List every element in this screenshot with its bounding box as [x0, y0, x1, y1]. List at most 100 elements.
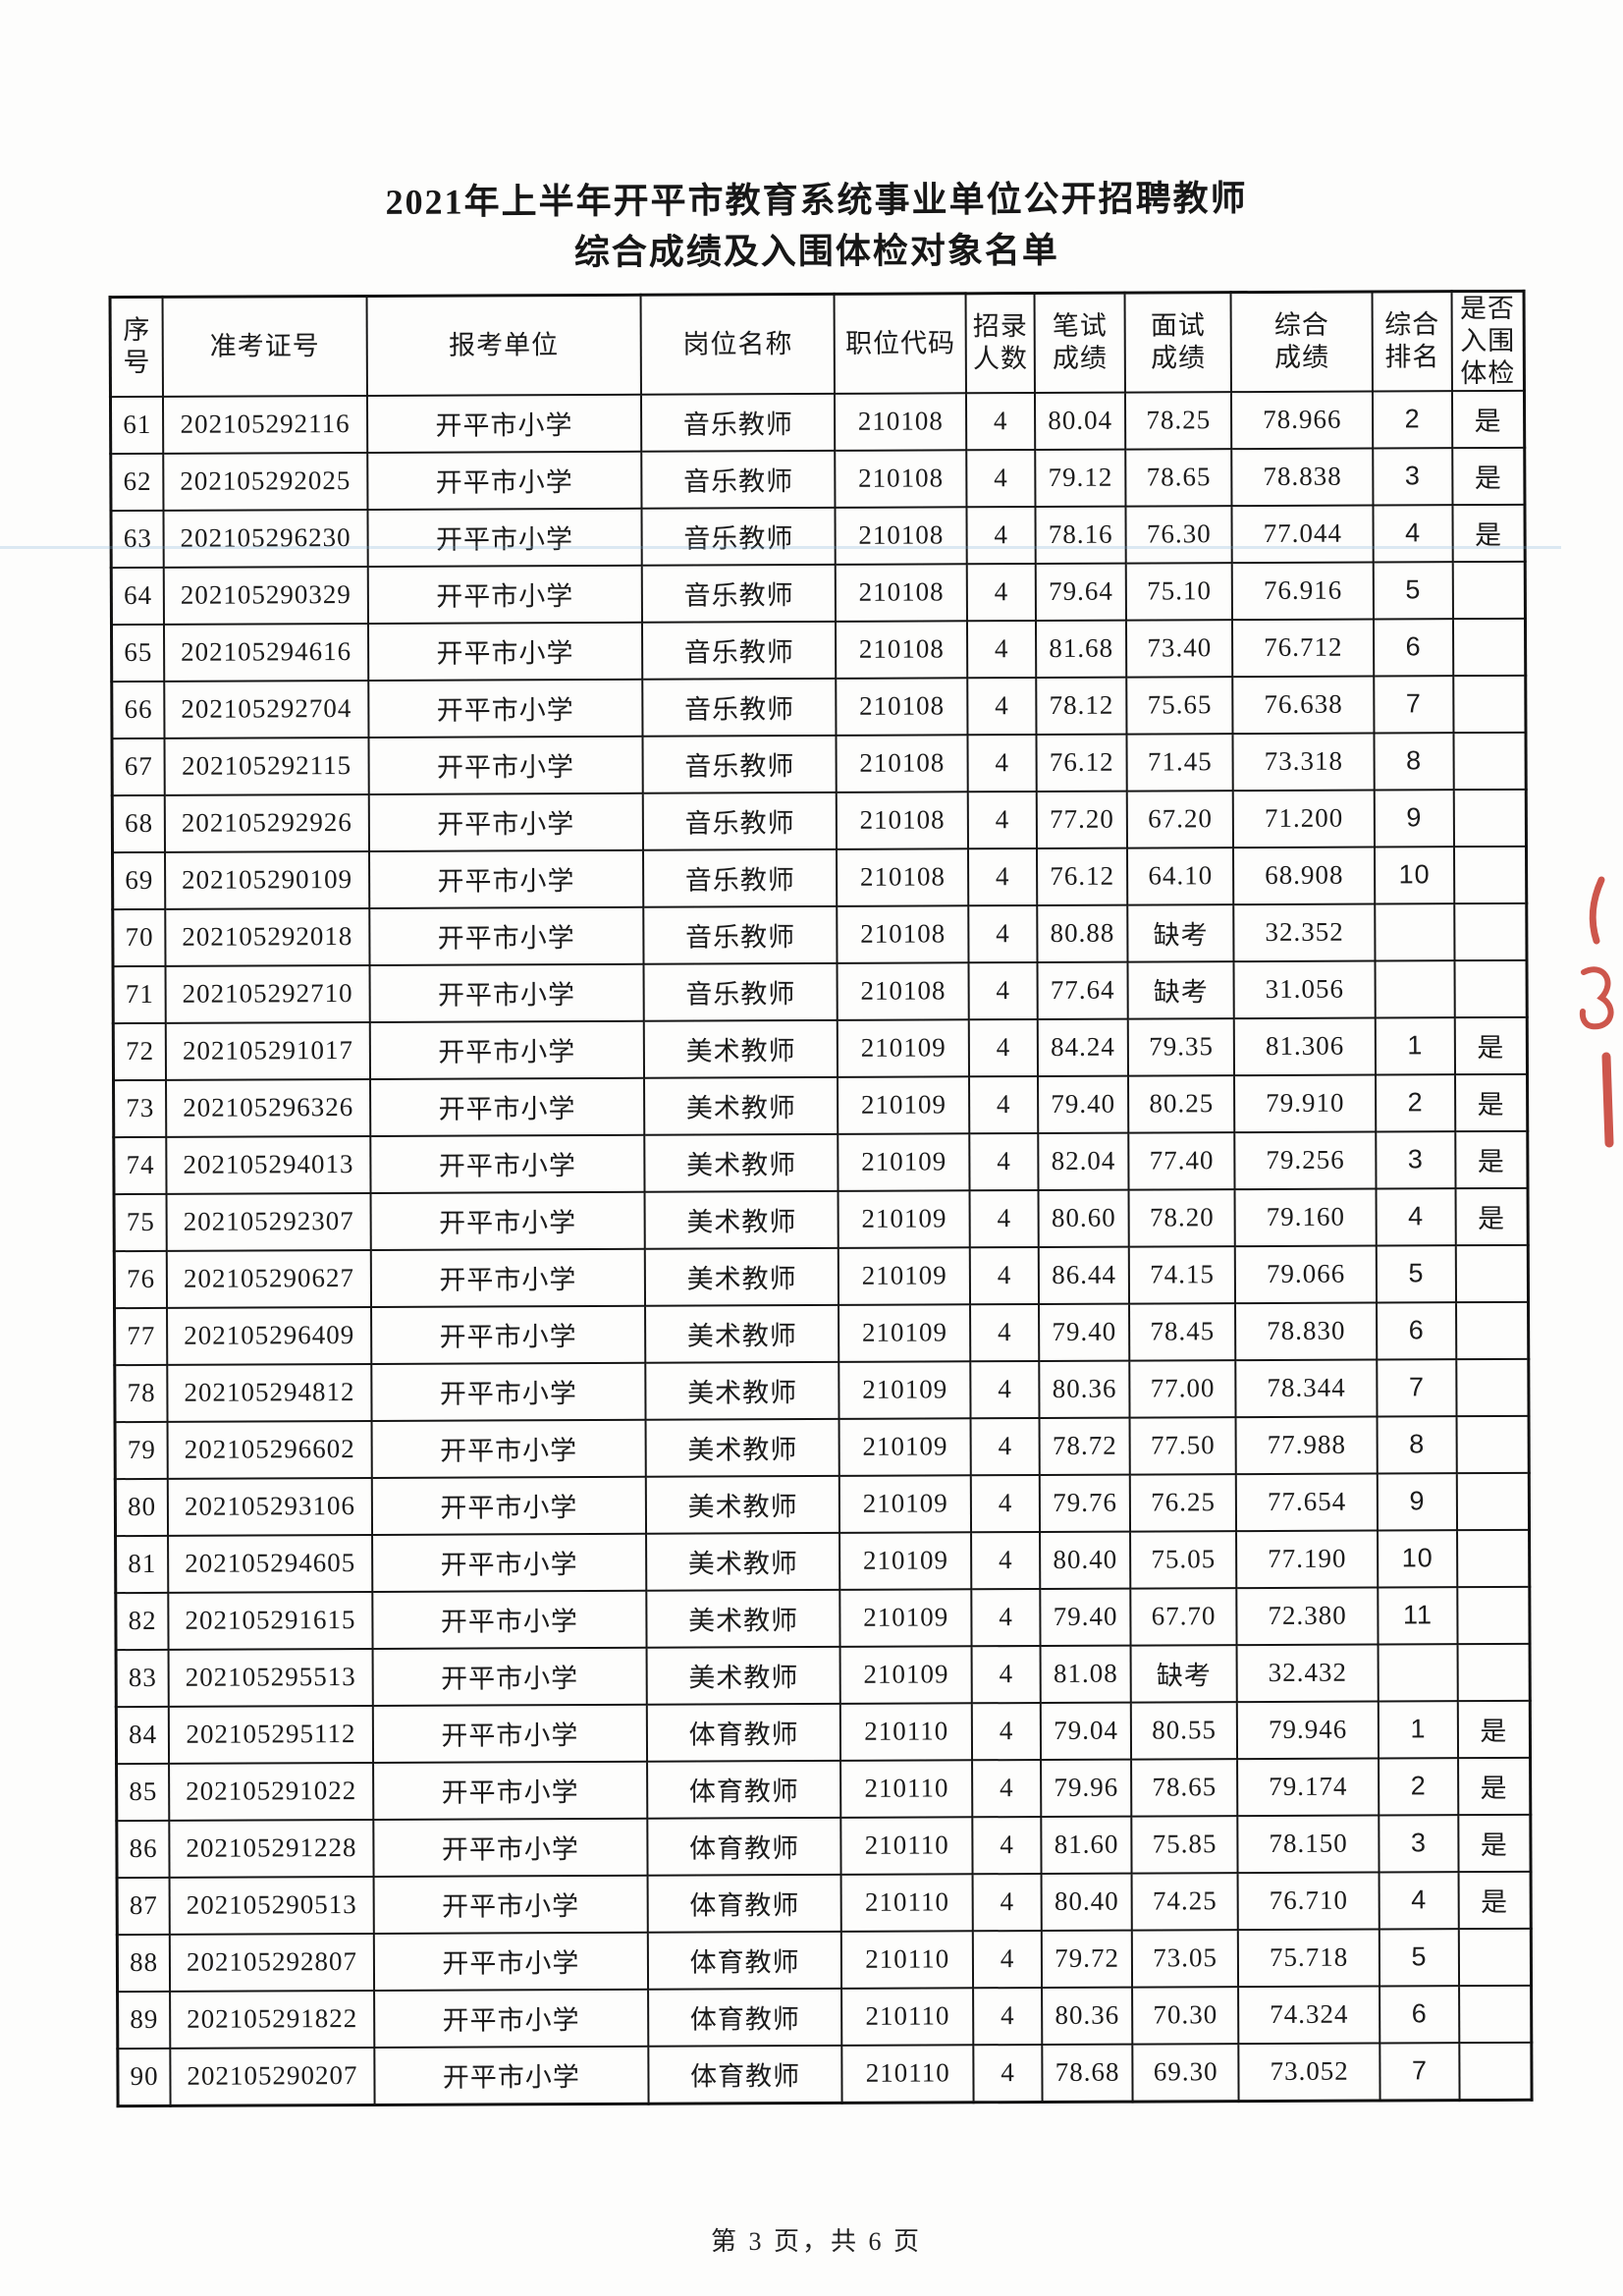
cell-quota: 4: [972, 1873, 1042, 1932]
cell-rank: 8: [1374, 732, 1454, 791]
cell-unit: 开平市小学: [373, 1989, 649, 2048]
table-row: 87 202105290513 开平市小学 体育教师 210110 4 80.40 74.25…: [117, 1871, 1532, 1935]
cell-written: 77.64: [1037, 961, 1128, 1019]
cell-code: 210110: [840, 1703, 973, 1761]
cell-shortlisted: [1453, 732, 1527, 790]
table-row: 69 202105290109 开平市小学 音乐教师 210108 4 76.12 64.10…: [112, 846, 1527, 909]
cell-shortlisted: [1456, 1358, 1530, 1416]
cell-position: 美术教师: [645, 1475, 840, 1534]
cell-shortlisted: 是: [1458, 1871, 1532, 1929]
results-table: 序 号准考证号 报考单位 岗位名称 职位代码 招录 人数 笔试 成绩 面试 成绩 综合 成绩综…: [108, 289, 1534, 2107]
cell-written: 79.76: [1039, 1474, 1131, 1532]
cell-seq: 71: [113, 965, 167, 1023]
cell-position: 体育教师: [648, 1988, 842, 2047]
cell-position: 音乐教师: [642, 792, 838, 850]
table-row: 88 202105292807 开平市小学 体育教师 210110 4 79.72 73.05…: [117, 1928, 1532, 1992]
cell-shortlisted: 是: [1454, 1073, 1528, 1131]
cell-shortlisted: [1454, 959, 1528, 1017]
cell-seq: 76: [114, 1250, 168, 1308]
cell-exam-id: 202105294013: [166, 1135, 371, 1194]
cell-written: 80.40: [1041, 1873, 1133, 1931]
cell-code: 210108: [836, 735, 968, 793]
cell-quota: 4: [968, 961, 1038, 1020]
cell-written: 80.04: [1035, 392, 1126, 450]
table-row: 70 202105292018 开平市小学 音乐教师 210108 4 80.88 缺考 32.…: [112, 902, 1527, 966]
cell-interview: 74.15: [1128, 1245, 1236, 1304]
cell-unit: 开平市小学: [370, 1248, 646, 1307]
cell-rank: 5: [1376, 1244, 1456, 1303]
cell-unit: 开平市小学: [367, 679, 643, 738]
cell-composite: 77.988: [1235, 1416, 1378, 1474]
cell-rank: 5: [1380, 1928, 1459, 1987]
cell-rank: 3: [1379, 1814, 1459, 1873]
cell-rank: 7: [1374, 675, 1454, 734]
cell-written: 79.40: [1040, 1588, 1131, 1646]
table-row: 90 202105290207 开平市小学 体育教师 210110 4 78.68 69.30…: [117, 2042, 1533, 2106]
cell-unit: 开平市小学: [369, 1134, 645, 1193]
cell-position: 美术教师: [644, 1133, 839, 1192]
table-row: 76 202105290627 开平市小学 美术教师 210109 4 86.44 74.15…: [114, 1244, 1529, 1308]
cell-exam-id: 202105290513: [169, 1876, 374, 1935]
cell-exam-id: 202105292704: [164, 680, 369, 738]
cell-composite: 78.830: [1235, 1302, 1378, 1360]
cell-exam-id: 202105292116: [163, 395, 367, 454]
cell-position: 美术教师: [645, 1304, 839, 1363]
cell-unit: 开平市小学: [369, 1020, 645, 1079]
title-line-2: 综合成绩及入围体检对象名单: [573, 230, 1059, 273]
cell-seq: 78: [114, 1364, 168, 1422]
cell-interview: 78.20: [1128, 1188, 1235, 1247]
cell-quota: 4: [971, 1474, 1041, 1533]
cell-written: 79.40: [1039, 1303, 1130, 1361]
cell-written: 76.12: [1037, 847, 1128, 905]
cell-rank: 4: [1376, 1187, 1456, 1246]
page-number-text: 第 3 页，共 6 页: [710, 2227, 922, 2256]
cell-seq: 66: [111, 681, 165, 738]
cell-interview: 70.30: [1132, 1986, 1239, 2045]
cell-code: 210108: [836, 621, 968, 679]
cell-interview: 75.65: [1126, 676, 1233, 735]
cell-composite: 76.710: [1237, 1872, 1380, 1930]
cell-code: 210109: [838, 1190, 971, 1248]
cell-composite: 31.056: [1233, 960, 1376, 1018]
cell-quota: 4: [969, 1132, 1039, 1191]
cell-code: 210110: [841, 2045, 974, 2104]
cell-code: 210110: [840, 1874, 974, 1932]
cell-exam-id: 202105292307: [166, 1192, 371, 1251]
cell-rank: 4: [1373, 504, 1453, 563]
table-row: 81 202105294605 开平市小学 美术教师 210109 4 80.40 75.05…: [115, 1529, 1530, 1593]
cell-exam-id: 202105296230: [163, 509, 368, 568]
cell-exam-id: 202105292710: [165, 964, 370, 1023]
cell-written: 79.04: [1040, 1702, 1132, 1760]
cell-written: 78.16: [1035, 506, 1126, 564]
cell-code: 210109: [839, 1418, 972, 1476]
cell-code: 210109: [838, 1133, 970, 1191]
table-row: 73 202105296326 开平市小学 美术教师 210109 4 79.40 80.25…: [113, 1073, 1528, 1137]
cell-written: 80.40: [1040, 1531, 1131, 1589]
cell-quota: 4: [971, 1588, 1041, 1647]
table-row: 86 202105291228 开平市小学 体育教师 210110 4 81.60 75.85…: [116, 1814, 1532, 1878]
cell-quota: 4: [968, 1018, 1039, 1077]
cell-shortlisted: 是: [1454, 1016, 1528, 1074]
cell-composite: 81.306: [1233, 1017, 1377, 1075]
cell-shortlisted: [1458, 1985, 1532, 2043]
table-row: 82 202105291615 开平市小学 美术教师 210109 4 79.40 67.70…: [115, 1586, 1531, 1650]
cell-quota: 4: [972, 1816, 1042, 1875]
cell-seq: 77: [114, 1307, 168, 1365]
cell-shortlisted: [1453, 675, 1526, 733]
cell-composite: 78.344: [1235, 1359, 1378, 1417]
cell-code: 210109: [839, 1475, 972, 1533]
cell-seq: 84: [116, 1706, 170, 1764]
cell-exam-id: 202105292926: [165, 793, 369, 852]
cell-shortlisted: [1458, 1928, 1532, 1986]
cell-interview: 73.40: [1126, 619, 1233, 678]
cell-position: 音乐教师: [643, 962, 839, 1021]
cell-seq: 68: [112, 794, 166, 852]
cell-written: 78.12: [1036, 677, 1127, 735]
cell-interview: 75.85: [1131, 1815, 1238, 1874]
table-row: 84 202105295112 开平市小学 体育教师 210110 4 79.04 80.55…: [116, 1700, 1531, 1764]
cell-written: 78.72: [1039, 1417, 1130, 1475]
cell-quota: 4: [973, 2044, 1043, 2103]
cell-exam-id: 202105292018: [165, 907, 370, 966]
cell-interview: 缺考: [1130, 1644, 1238, 1703]
cell-unit: 开平市小学: [371, 1590, 647, 1649]
